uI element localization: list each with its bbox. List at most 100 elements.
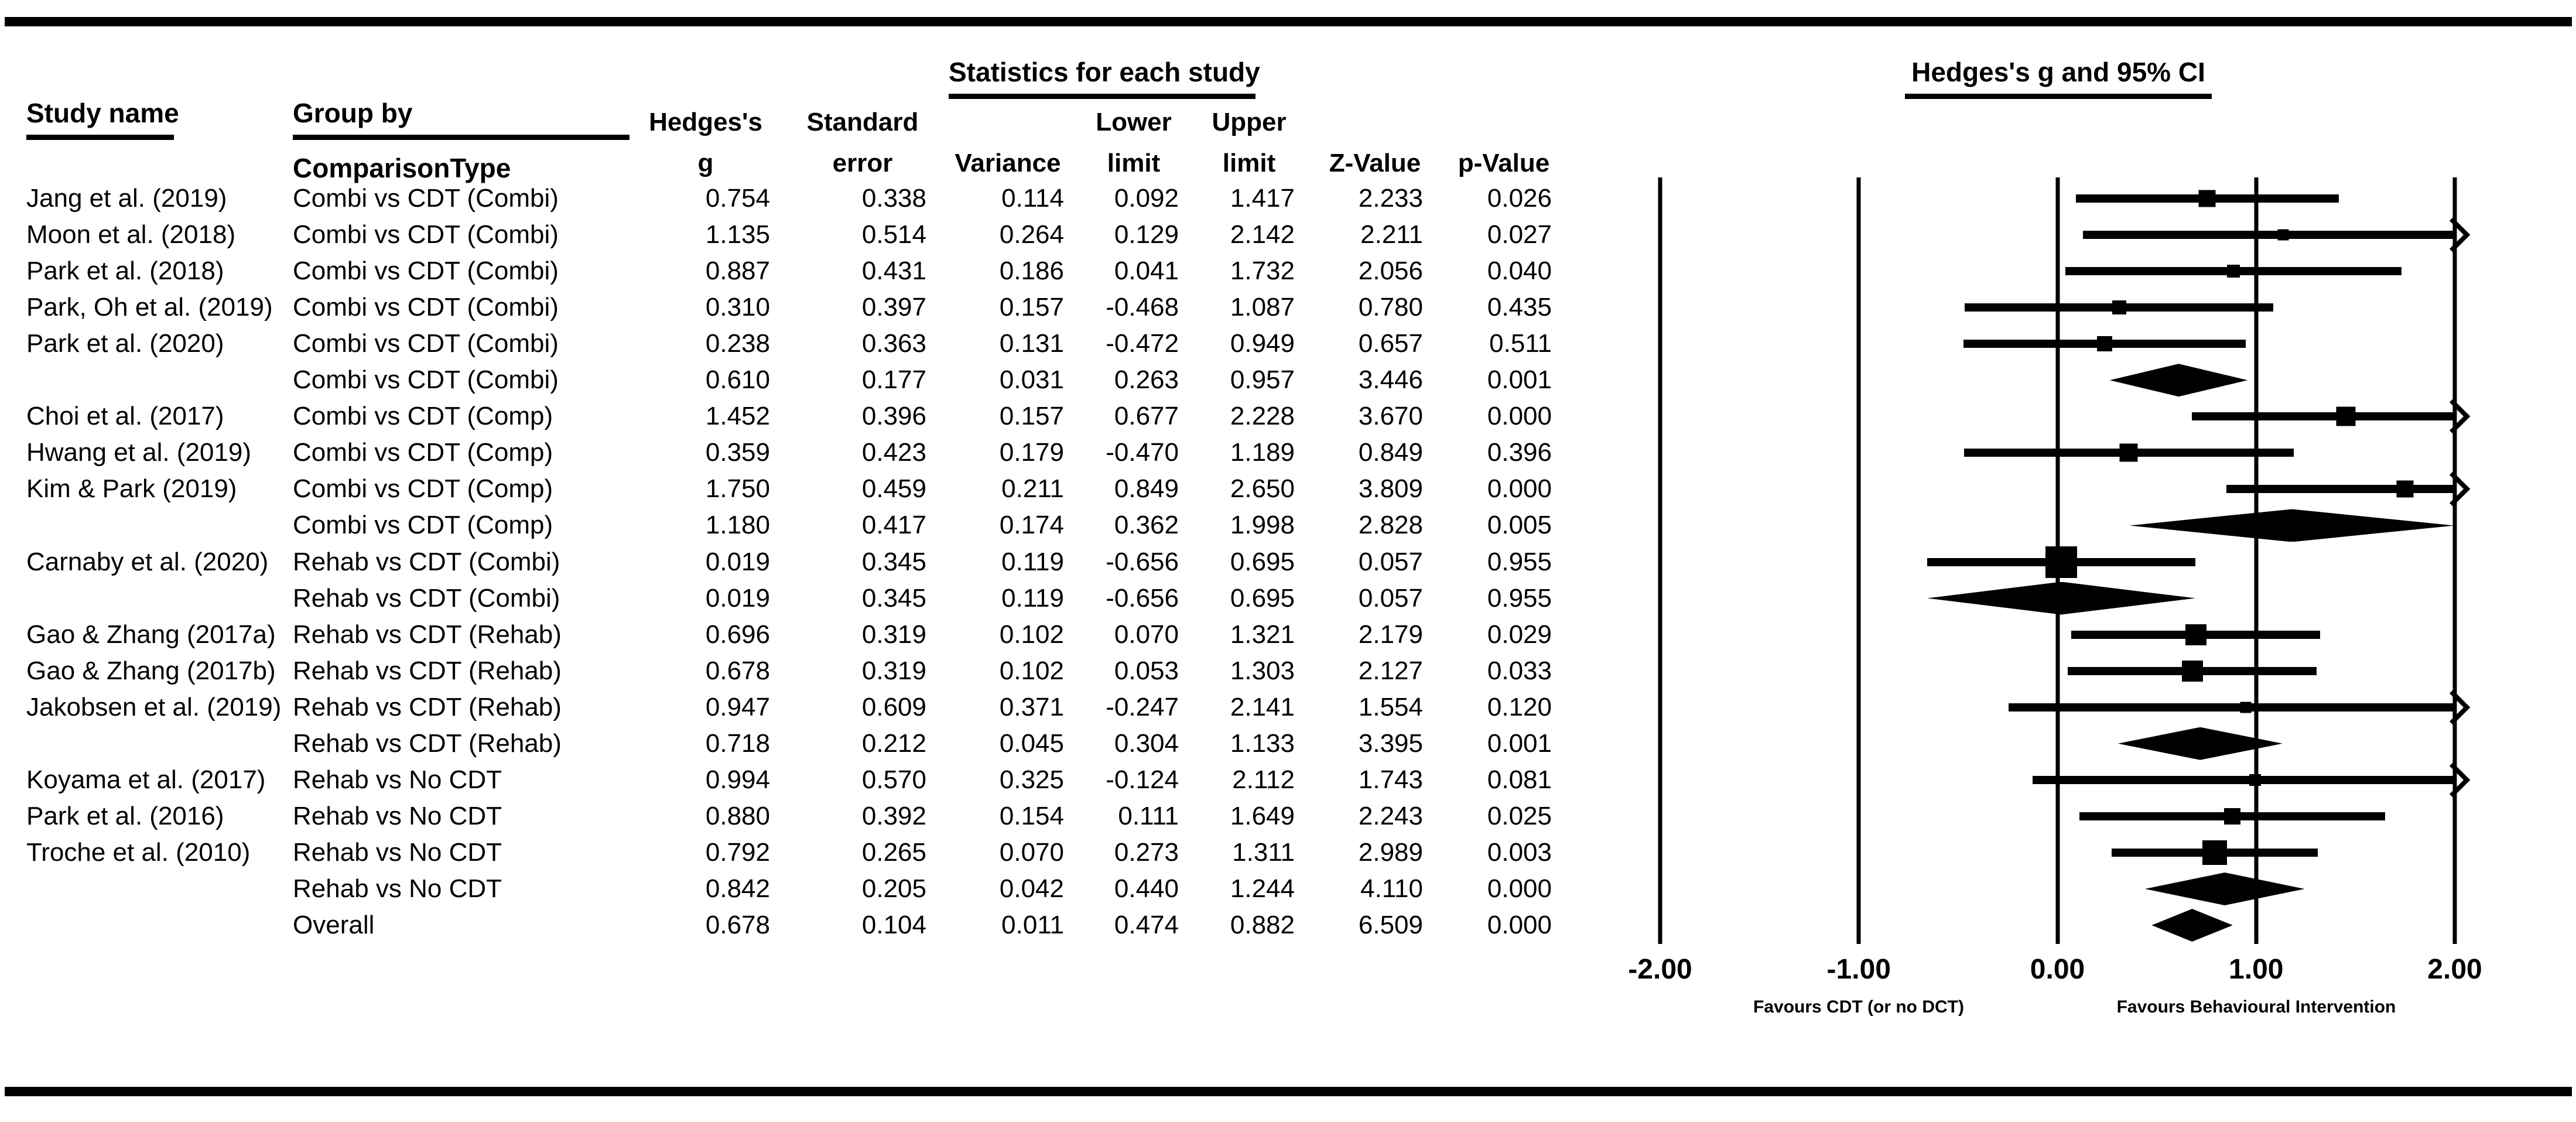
effect-square bbox=[2198, 190, 2216, 207]
effect-square bbox=[2097, 336, 2113, 352]
arrow-right-icon bbox=[2435, 689, 2471, 725]
ci-bar bbox=[2226, 485, 2455, 494]
study-name: Park et al. (2018) bbox=[26, 256, 224, 286]
ci-bar bbox=[2008, 703, 2455, 711]
arrow-right-icon bbox=[2435, 217, 2471, 252]
stat-value: 0.362 bbox=[1114, 511, 1179, 540]
effect-square bbox=[2396, 480, 2414, 498]
stat-value: 0.955 bbox=[1487, 547, 1552, 576]
stat-value: 0.129 bbox=[1114, 220, 1179, 249]
axis-line bbox=[1856, 177, 1861, 944]
axis-line bbox=[1658, 177, 1662, 944]
stat-value: 1.321 bbox=[1230, 620, 1295, 649]
stat-value: 3.809 bbox=[1358, 474, 1423, 504]
group-by-header: Group by bbox=[293, 98, 630, 140]
stat-value: 0.027 bbox=[1487, 220, 1552, 249]
stat-value: 0.319 bbox=[861, 620, 926, 649]
stat-value: 3.670 bbox=[1358, 402, 1423, 431]
group-label: Rehab vs No CDT bbox=[293, 765, 502, 794]
stat-value: 2.179 bbox=[1358, 620, 1423, 649]
stat-value: 0.780 bbox=[1358, 293, 1423, 322]
group-label: Rehab vs No CDT bbox=[293, 837, 502, 867]
stat-value: 0.025 bbox=[1487, 801, 1552, 830]
stat-value: 0.677 bbox=[1114, 402, 1179, 431]
group-label: Rehab vs CDT (Rehab) bbox=[293, 656, 562, 685]
stat-value: 0.570 bbox=[861, 765, 926, 794]
stat-value: 0.111 bbox=[1118, 801, 1179, 830]
stat-value: 0.019 bbox=[705, 583, 770, 613]
stat-value: 0.057 bbox=[1358, 583, 1423, 613]
stat-column-header: g bbox=[697, 149, 714, 177]
stat-value: 0.657 bbox=[1358, 329, 1423, 358]
stat-value: 0.102 bbox=[999, 620, 1064, 649]
stat-value: 0.114 bbox=[1001, 184, 1064, 213]
stat-column-header: limit bbox=[1107, 149, 1161, 177]
stat-value: 0.211 bbox=[1001, 474, 1064, 504]
effect-square bbox=[2277, 229, 2289, 241]
study-name: Koyama et al. (2017) bbox=[26, 765, 266, 794]
stat-value: 0.345 bbox=[861, 583, 926, 613]
study-name-header: Study name bbox=[26, 98, 179, 140]
stat-value: 0.842 bbox=[705, 874, 770, 903]
group-label: Rehab vs CDT (Rehab) bbox=[293, 728, 562, 758]
stat-column-header: Standard bbox=[806, 108, 919, 136]
stat-value: 0.205 bbox=[861, 874, 926, 903]
stat-value: 2.989 bbox=[1358, 837, 1423, 867]
study-name: Jang et al. (2019) bbox=[26, 184, 227, 213]
stat-value: 0.397 bbox=[861, 293, 926, 322]
stat-value: 1.417 bbox=[1230, 184, 1295, 213]
group-label: Combi vs CDT (Combi) bbox=[293, 329, 559, 358]
stat-value: 0.081 bbox=[1487, 765, 1552, 794]
stat-value: 1.133 bbox=[1230, 728, 1295, 758]
stat-column-header: Lower bbox=[1096, 108, 1172, 136]
stat-value: 1.998 bbox=[1230, 511, 1295, 540]
stat-value: 0.265 bbox=[861, 837, 926, 867]
stat-value: 0.026 bbox=[1487, 184, 1552, 213]
stat-value: 0.371 bbox=[999, 692, 1064, 721]
statistics-section-header: Statistics for each study bbox=[949, 57, 1260, 99]
study-name: Park et al. (2016) bbox=[26, 801, 224, 830]
group-label: Combi vs CDT (Combi) bbox=[293, 220, 559, 249]
stat-value: 0.849 bbox=[1358, 438, 1423, 467]
stat-value: 0.033 bbox=[1487, 656, 1552, 685]
stat-value: 0.174 bbox=[999, 511, 1064, 540]
stat-value: 0.678 bbox=[705, 911, 770, 939]
effect-square bbox=[2240, 702, 2252, 713]
group-label: Combi vs CDT (Comp) bbox=[293, 402, 553, 431]
group-by-subheader: ComparisonType bbox=[293, 153, 511, 183]
stat-value: -0.656 bbox=[1106, 547, 1179, 576]
stat-column-header: p-Value bbox=[1458, 149, 1550, 177]
stat-value: 2.141 bbox=[1230, 692, 1295, 721]
tick-label: 2.00 bbox=[2427, 954, 2482, 985]
stat-value: -0.468 bbox=[1106, 293, 1179, 322]
stat-value: 1.750 bbox=[705, 474, 770, 504]
effect-square bbox=[2336, 406, 2356, 426]
stat-value: 0.157 bbox=[999, 402, 1064, 431]
study-name: Jakobsen et al. (2019) bbox=[26, 692, 282, 721]
stat-column-header: limit bbox=[1222, 149, 1276, 177]
tick-label: -1.00 bbox=[1826, 954, 1891, 985]
group-label: Rehab vs CDT (Rehab) bbox=[293, 692, 562, 721]
stat-column-header: error bbox=[832, 149, 893, 177]
stat-value: 1.649 bbox=[1230, 801, 1295, 830]
stat-value: 0.238 bbox=[705, 329, 770, 358]
stat-value: 1.732 bbox=[1230, 256, 1295, 286]
effect-square bbox=[2227, 265, 2240, 278]
group-label: Rehab vs No CDT bbox=[293, 874, 502, 903]
stat-value: 0.040 bbox=[1487, 256, 1552, 286]
stat-value: 0.325 bbox=[999, 765, 1064, 794]
stat-value: 1.087 bbox=[1230, 293, 1295, 322]
stat-value: 0.000 bbox=[1487, 874, 1552, 903]
study-name: Hwang et al. (2019) bbox=[26, 438, 251, 467]
stat-value: 0.474 bbox=[1114, 911, 1179, 939]
stat-value: 0.177 bbox=[861, 365, 926, 395]
arrow-right-icon bbox=[2435, 762, 2471, 798]
stat-value: 0.053 bbox=[1114, 656, 1179, 685]
stat-column-header: Upper bbox=[1212, 108, 1287, 136]
stat-value: 0.417 bbox=[861, 511, 926, 540]
stat-value: 0.070 bbox=[1114, 620, 1179, 649]
stat-value: 0.880 bbox=[705, 801, 770, 830]
stat-value: 1.135 bbox=[705, 220, 770, 249]
effect-square bbox=[2181, 660, 2203, 682]
stat-value: 0.273 bbox=[1114, 837, 1179, 867]
